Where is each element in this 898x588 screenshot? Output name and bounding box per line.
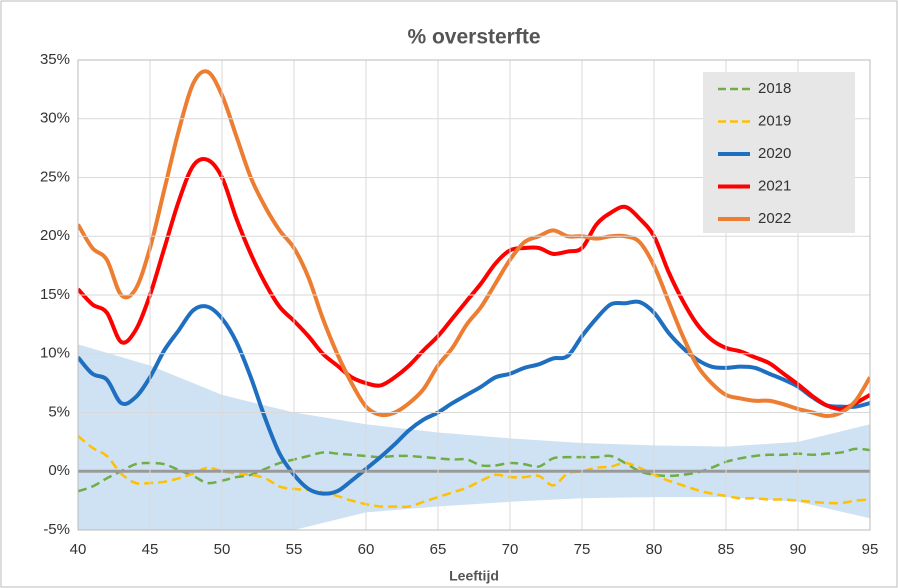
plot-border xyxy=(77,59,871,531)
legend-label: 2019 xyxy=(758,112,791,129)
x-tick-label: 60 xyxy=(358,541,375,558)
series-line xyxy=(78,299,870,496)
series-line xyxy=(78,69,870,419)
y-tick-label: 15% xyxy=(40,286,70,303)
x-tick-label: 45 xyxy=(142,541,159,558)
x-tick-label: 90 xyxy=(790,541,807,558)
series-line xyxy=(78,435,870,509)
x-tick-label: 50 xyxy=(214,541,231,558)
x-tick-label: 40 xyxy=(70,541,87,558)
x-tick-label: 75 xyxy=(574,541,591,558)
y-tick-label: 5% xyxy=(48,403,70,420)
y-tick-label: 35% xyxy=(40,51,70,68)
series-line xyxy=(78,157,870,412)
y-tick-label: 25% xyxy=(40,168,70,185)
legend-label: 2020 xyxy=(758,145,791,162)
legend-label: 2021 xyxy=(758,177,791,194)
y-tick-label: 10% xyxy=(40,345,70,362)
y-tick-label: 30% xyxy=(40,110,70,127)
x-tick-label: 55 xyxy=(286,541,303,558)
plot-area xyxy=(78,69,870,530)
confidence-band xyxy=(78,344,870,530)
legend-label: 2018 xyxy=(758,80,791,97)
x-axis-label: Leeftijd xyxy=(449,568,499,584)
x-tick-label: 80 xyxy=(646,541,663,558)
y-tick-label: -5% xyxy=(43,521,70,538)
legend-label: 2022 xyxy=(758,210,791,227)
x-tick-label: 95 xyxy=(862,541,879,558)
y-tick-label: 20% xyxy=(40,227,70,244)
x-tick-label: 70 xyxy=(502,541,519,558)
chart-title: % oversterfte xyxy=(407,26,540,49)
x-tick-label: 65 xyxy=(430,541,447,558)
y-tick-label: 0% xyxy=(48,462,70,479)
x-tick-label: 85 xyxy=(718,541,735,558)
series-line xyxy=(78,447,870,493)
